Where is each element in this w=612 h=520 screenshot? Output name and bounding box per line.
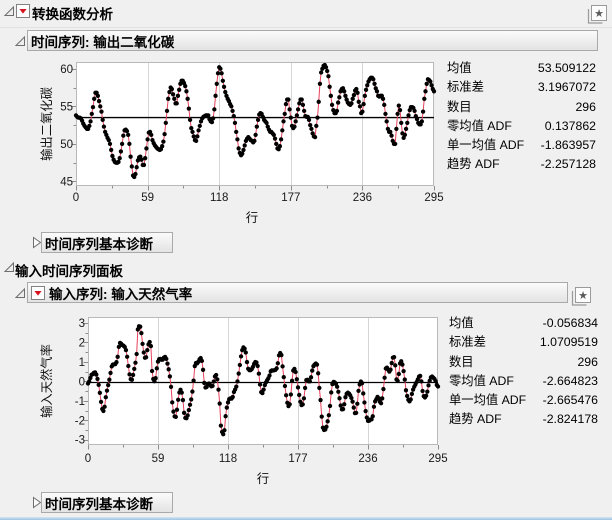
section-divider [0,27,612,28]
red-triangle-icon [31,285,45,300]
diagnostics-header-label: 时间序列基本诊断 [45,236,153,252]
pin-report-button[interactable]: ★ [587,4,608,25]
stat-row: 零均值 ADF -2.664823 [449,372,598,391]
stat-value: -2.664823 [542,373,598,388]
stat-label: 均值 [447,61,472,75]
disclosure-open-icon[interactable] [14,287,27,300]
stat-label: 均值 [449,316,474,330]
stat-row: 均值 -0.056834 [449,314,598,333]
stat-row: 均值 53.509122 [447,59,596,78]
stat-value: -2.257128 [540,157,596,172]
red-triangle-menu-button[interactable] [16,4,30,18]
diagnostics-header-label: 时间序列基本诊断 [45,496,153,512]
disclosure-closed-icon[interactable] [30,236,43,249]
stat-value: 0.137862 [544,118,596,133]
stat-row: 零均值 ADF 0.137862 [447,117,596,136]
report-title[interactable]: 转换函数分析 [32,7,113,22]
input-series-header-label: 输入序列: 输入天然气率 [49,286,193,302]
disclosure-open-icon[interactable] [14,35,27,48]
stat-label: 单一均值 ADF [447,138,525,153]
stat-row: 标准差 1.0709519 [449,333,598,352]
stat-value: 1.0709519 [539,335,598,350]
star-icon: ★ [578,290,588,302]
x-axis-title: 行 [245,211,259,225]
diagnostics-header[interactable]: 时间序列基本诊断 [41,492,173,513]
stat-label: 标准差 [447,80,484,95]
output-series-header-label: 时间序列: 输出二氧化碳 [31,34,175,50]
stat-row: 数目 296 [447,98,596,117]
stat-value: -2.665476 [542,393,598,408]
input-series-header[interactable]: 输入序列: 输入天然气率 [27,282,568,303]
stat-label: 数目 [447,99,472,114]
summary-statistics-panel: 均值 53.509122 标准差 3.1967072 数目 296 零均值 ADF 0.… [447,59,596,175]
stat-row: 单一均值 ADF -1.863957 [447,136,596,155]
window-bottom-edge [0,517,612,520]
disclosure-open-icon[interactable] [3,261,16,274]
red-triangle-icon [16,4,30,18]
stat-label: 单一均值 ADF [449,393,527,408]
stat-row: 标准差 3.1967072 [447,78,596,97]
red-triangle-menu-button[interactable] [31,285,45,300]
star-icon: ★ [594,8,604,20]
stat-value: 296 [575,99,596,114]
input-series-plot[interactable] [56,312,448,476]
summary-statistics-panel: 均值 -0.056834 标准差 1.0709519 数目 296 零均值 ADF -2… [449,314,598,430]
diagnostics-header[interactable]: 时间序列基本诊断 [41,232,173,253]
stat-label: 数目 [449,354,474,369]
input-panel-title[interactable]: 输入时间序列面板 [15,264,123,279]
stat-label: 零均值 ADF [447,118,512,133]
stat-value: -0.056834 [542,316,598,330]
stat-value: -1.863957 [540,138,596,153]
pin-report-button[interactable]: ★ [571,286,592,307]
x-axis-title: 行 [256,472,270,486]
stat-label: 趋势 ADF [447,157,500,172]
stat-row: 趋势 ADF -2.824178 [449,410,598,429]
stat-value: 53.509122 [537,61,596,75]
output-series-plot[interactable] [56,56,448,208]
stat-row: 数目 296 [449,353,598,372]
stat-value: 3.1967072 [537,80,596,95]
stat-value: 296 [577,354,598,369]
disclosure-closed-icon[interactable] [30,496,43,509]
stat-label: 趋势 ADF [449,412,502,427]
stat-row: 趋势 ADF -2.257128 [447,155,596,174]
output-series-header[interactable]: 时间序列: 输出二氧化碳 [27,30,598,51]
stat-value: -2.824178 [542,412,598,427]
disclosure-open-icon[interactable] [3,5,16,18]
stat-label: 零均值 ADF [449,373,514,388]
stat-row: 单一均值 ADF -2.665476 [449,391,598,410]
stat-label: 标准差 [449,335,486,350]
